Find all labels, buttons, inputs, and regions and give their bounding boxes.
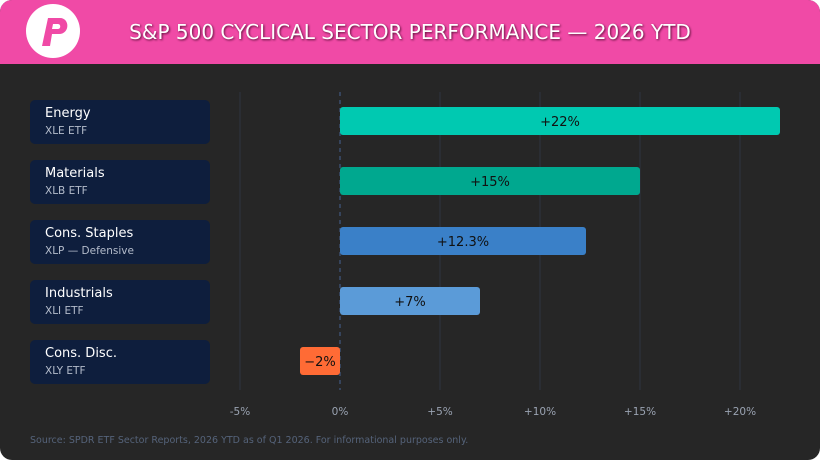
- logo-p-icon: [42, 18, 68, 46]
- category-name: Industrials: [45, 286, 113, 301]
- bar: [340, 287, 480, 315]
- category-ticker: XLB ETF: [45, 185, 88, 197]
- category-ticker: XLP — Defensive: [45, 245, 134, 257]
- category-ticker: XLI ETF: [45, 305, 84, 317]
- tick-label: +15%: [624, 406, 656, 418]
- bar: [300, 347, 340, 375]
- data-label: +12.3%: [437, 235, 489, 250]
- data-label: +22%: [540, 115, 580, 130]
- category-label: Materials XLB ETF: [30, 160, 210, 204]
- bar: [340, 107, 780, 135]
- bar: [340, 227, 586, 255]
- source-note: Source: SPDR ETF Sector Reports, 2026 YT…: [30, 435, 469, 446]
- category-ticker: XLE ETF: [45, 125, 88, 137]
- tick-label: -5%: [230, 406, 250, 418]
- category-name: Cons. Staples: [45, 226, 134, 241]
- category-label: Energy XLE ETF: [30, 100, 210, 144]
- category-name: Energy: [45, 106, 91, 121]
- tick-label: +20%: [724, 406, 756, 418]
- data-label: +7%: [394, 295, 426, 310]
- category-label: Cons. Disc. XLY ETF: [30, 340, 210, 384]
- tick-label: +5%: [427, 406, 452, 418]
- header: S&P 500 CYCLICAL SECTOR PERFORMANCE — 20…: [0, 0, 820, 64]
- category-label: Industrials XLI ETF: [30, 280, 210, 324]
- category-label: Cons. Staples XLP — Defensive: [30, 220, 210, 264]
- tick-label: +10%: [524, 406, 556, 418]
- bar: [340, 167, 640, 195]
- category-name: Materials: [45, 166, 105, 181]
- chart-title: S&P 500 CYCLICAL SECTOR PERFORMANCE — 20…: [129, 20, 691, 44]
- data-label: −2%: [304, 355, 336, 370]
- tick-label: 0%: [332, 406, 349, 418]
- category-ticker: XLY ETF: [45, 365, 86, 377]
- category-name: Cons. Disc.: [45, 346, 117, 361]
- brand-logo: [26, 4, 80, 58]
- data-label: +15%: [470, 175, 510, 190]
